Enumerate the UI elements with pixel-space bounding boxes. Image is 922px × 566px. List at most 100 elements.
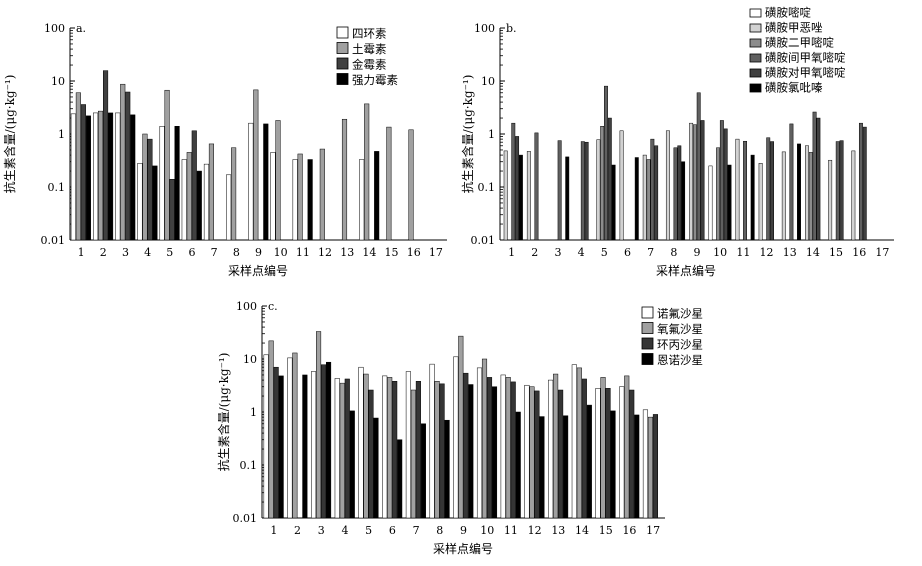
panel-label: b. (506, 22, 517, 35)
bar (557, 140, 562, 241)
bar (862, 126, 867, 241)
x-tick-label: 3 (122, 246, 129, 259)
bar (526, 151, 531, 241)
bar (735, 138, 740, 241)
bar (689, 122, 694, 241)
bar (750, 154, 755, 241)
bar (164, 89, 170, 241)
bar (434, 381, 440, 519)
y-axis-label: 抗生素含量/(μg·kg⁻¹) (460, 75, 475, 194)
bar (696, 92, 701, 241)
bar (534, 132, 539, 241)
legend-label: 磺胺氯吡嗪 (765, 81, 823, 95)
x-tick-label: 17 (429, 246, 443, 259)
bar (203, 163, 209, 241)
legend-swatch (641, 337, 654, 350)
bar (302, 374, 308, 519)
bar (468, 384, 474, 519)
bar (278, 375, 284, 519)
bar (268, 340, 274, 519)
y-tick-label: 10 (481, 75, 495, 88)
bar (600, 377, 606, 519)
x-tick-label: 10 (713, 246, 727, 259)
bar (453, 356, 459, 519)
x-tick-label: 11 (736, 246, 750, 259)
bar (439, 383, 445, 519)
bar (839, 140, 844, 241)
x-tick-label: 4 (144, 246, 151, 259)
bar (174, 126, 180, 241)
legend-label: 磺胺甲恶唑 (765, 21, 823, 35)
bar (524, 384, 530, 519)
bar (534, 390, 540, 519)
x-tick-label: 4 (341, 524, 348, 537)
bar (275, 120, 281, 241)
bar (619, 130, 624, 241)
bar (253, 89, 259, 241)
legend-swatch (641, 322, 654, 334)
x-axis-label: 采样点编号 (656, 263, 716, 278)
bar (373, 417, 379, 519)
bar (273, 366, 279, 519)
bar (364, 103, 370, 241)
x-tick-label: 7 (647, 246, 654, 259)
y-tick-label: 0.1 (240, 459, 258, 472)
bar (120, 83, 126, 241)
bar (673, 147, 678, 241)
y-tick-label: 1 (250, 406, 257, 419)
bar (147, 138, 153, 241)
legend-label: 强力霉素 (352, 73, 398, 87)
bar (476, 367, 483, 519)
bar (642, 154, 647, 241)
bar (341, 118, 348, 241)
bar (858, 122, 863, 241)
x-tick-label: 13 (340, 246, 354, 259)
bar (611, 164, 616, 241)
bar (511, 122, 516, 241)
bar (529, 386, 535, 519)
x-tick-label: 13 (551, 524, 565, 537)
x-tick-label: 9 (460, 524, 467, 537)
bar (581, 378, 587, 519)
legend-swatch (641, 306, 654, 319)
y-tick-label: 100 (474, 22, 495, 35)
bar (553, 373, 559, 519)
x-tick-label: 2 (531, 246, 538, 259)
y-tick-label: 0.01 (41, 234, 66, 247)
bar (297, 153, 303, 241)
x-tick-label: 16 (852, 246, 866, 259)
bar (610, 410, 616, 519)
x-tick-label: 9 (255, 246, 262, 259)
bar (571, 364, 577, 519)
bar (142, 133, 148, 241)
bar (518, 154, 523, 241)
y-tick-label: 0.01 (471, 234, 496, 247)
bar (311, 371, 317, 519)
bar (654, 145, 659, 241)
x-tick-label: 2 (294, 524, 301, 537)
x-tick-label: 7 (413, 524, 420, 537)
bar (770, 141, 774, 241)
bar (607, 117, 612, 241)
x-tick-label: 10 (274, 246, 288, 259)
bar (137, 163, 143, 241)
bar (98, 110, 104, 241)
y-tick-label: 100 (236, 300, 257, 313)
legend-label: 金霉素 (352, 58, 387, 72)
bar (723, 128, 728, 241)
bar (500, 374, 506, 519)
legend-swatch (336, 57, 349, 70)
x-tick-label: 11 (296, 246, 310, 259)
bar (358, 366, 364, 519)
bar (692, 124, 697, 241)
bar (605, 388, 611, 519)
bar (196, 170, 202, 241)
x-tick-label: 7 (211, 246, 218, 259)
bar (115, 112, 121, 241)
bar (563, 415, 569, 519)
bar (458, 335, 464, 519)
bar (565, 156, 570, 241)
bar (103, 70, 109, 241)
